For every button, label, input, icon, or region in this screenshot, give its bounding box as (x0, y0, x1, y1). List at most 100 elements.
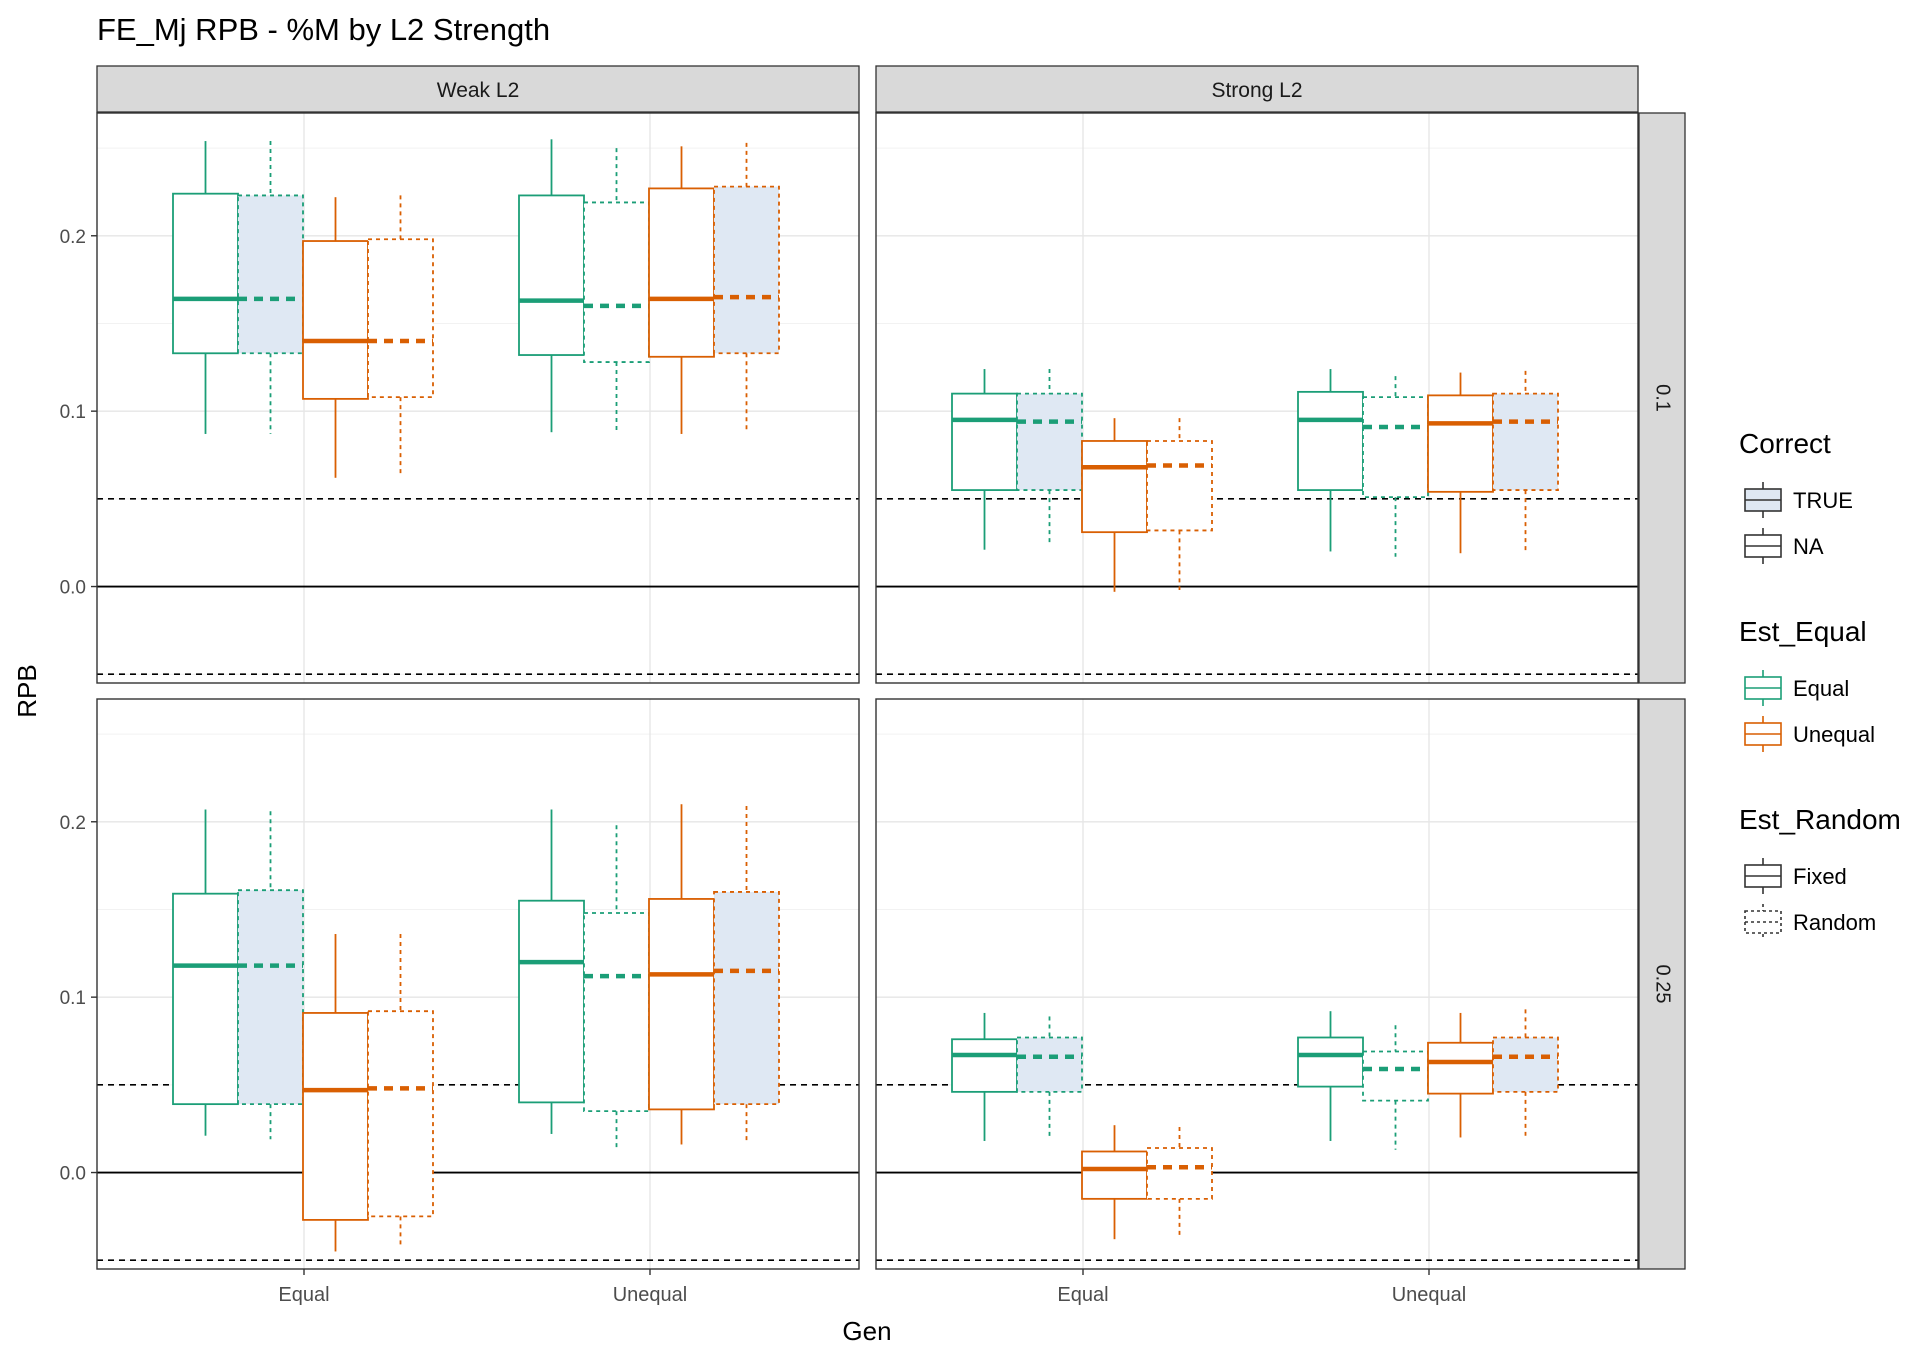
boxplot-unequal-random (367, 195, 434, 477)
box-body (1427, 1041, 1494, 1095)
x-tick-label: Unequal (1392, 1284, 1467, 1306)
facet-strip-1 (96, 65, 860, 113)
box-body (713, 891, 780, 1106)
boxplot-unequal-random (1146, 418, 1213, 591)
box-body (518, 194, 585, 356)
boxplot-unequal-random (713, 805, 780, 1141)
y-tick-label: 0.0 (60, 1164, 86, 1185)
panel-border (875, 112, 1639, 684)
y-axis-title: RPB (12, 664, 42, 717)
box-body (237, 194, 304, 355)
legend-est-random: Est_Random Fixed Random (1739, 804, 1901, 940)
legend-key (1744, 528, 1782, 564)
facet-strip-label: Weak L2 (437, 79, 520, 102)
legend-label: TRUE (1793, 488, 1853, 513)
panel-weak-l2-0_1 (96, 112, 860, 684)
boxplot-unequal-fixed (1427, 372, 1494, 554)
panel-border (96, 112, 860, 684)
box-body (302, 1012, 369, 1221)
box-body (1016, 392, 1083, 491)
x-tick-label: Equal (278, 1284, 329, 1306)
panel-border (96, 698, 860, 1270)
box-body (951, 392, 1018, 491)
boxplot-unequal-fixed (302, 197, 369, 478)
y-tick-label: 0.1 (60, 402, 86, 423)
box-body (1492, 1036, 1559, 1093)
panel-strong-l2-0_25 (875, 698, 1639, 1270)
boxplot-equal-random (583, 825, 650, 1150)
boxplot-equal-fixed (1297, 369, 1364, 552)
boxplot-unequal-fixed (1081, 1125, 1148, 1240)
boxplot-unequal-fixed (1427, 1012, 1494, 1138)
legend-key (1744, 858, 1782, 894)
box-body (1146, 440, 1213, 532)
boxplot-equal-fixed (518, 139, 585, 433)
legend-key (1744, 716, 1782, 752)
boxplot-unequal-random (1492, 370, 1559, 552)
legend-label: Unequal (1793, 722, 1875, 747)
legend-label: Fixed (1793, 864, 1847, 889)
box-body (518, 899, 585, 1104)
boxplot-equal-random (237, 141, 304, 434)
box-body (172, 892, 239, 1106)
facet-row-label: 0.1 (1652, 384, 1674, 412)
boxplot-equal-fixed (518, 809, 585, 1134)
x-tick-label: Equal (1057, 1284, 1108, 1306)
x-axis-title: Gen (842, 1316, 891, 1344)
boxplot-unequal-fixed (302, 934, 369, 1252)
box-body (367, 1010, 434, 1218)
box-body (237, 889, 304, 1106)
legend-key (1744, 904, 1782, 940)
y-tick-label: 0.2 (60, 813, 86, 834)
chart-title: FE_Mj RPB - %M by L2 Strength (97, 12, 550, 47)
boxplot-unequal-random (1146, 1126, 1213, 1236)
boxplot-unequal-fixed (1081, 418, 1148, 592)
legend-est-equal: Est_Equal Equal Unequal (1739, 616, 1875, 752)
box-body (1362, 396, 1429, 498)
box-body (648, 187, 715, 358)
boxplot-equal-fixed (172, 141, 239, 434)
legend-title: Correct (1739, 428, 1831, 459)
boxplot-equal-random (237, 811, 304, 1140)
box-body (1362, 1050, 1429, 1102)
box-body (172, 192, 239, 355)
box-body (713, 185, 780, 355)
facet-row-strip-2 (1638, 698, 1686, 1270)
legend-title: Est_Equal (1739, 616, 1867, 647)
boxplot-equal-random (1016, 369, 1083, 545)
legend-label: Random (1793, 910, 1876, 935)
box-body (583, 201, 650, 363)
box-body (951, 1038, 1018, 1093)
boxplot-equal-fixed (951, 1012, 1018, 1141)
facet-strip-label: Strong L2 (1211, 79, 1302, 102)
boxplot-unequal-random (1492, 1009, 1559, 1136)
box-body (1146, 1147, 1213, 1200)
boxplot-equal-random (1016, 1016, 1083, 1138)
panel-border (875, 698, 1639, 1270)
box-body (1492, 392, 1559, 491)
legend-key (1744, 670, 1782, 706)
panel-strong-l2-0_1 (875, 112, 1639, 684)
boxplot-unequal-fixed (648, 146, 715, 434)
y-tick-label: 0.0 (60, 578, 86, 599)
boxplot-equal-fixed (951, 369, 1018, 550)
boxplot-unequal-fixed (648, 804, 715, 1145)
box-body (302, 240, 369, 400)
box-body (1081, 1150, 1148, 1200)
boxplot-unequal-random (713, 142, 780, 433)
legend-label: NA (1793, 534, 1824, 559)
box-body (1081, 440, 1148, 534)
boxplot-unequal-random (367, 934, 434, 1247)
legend-label: Equal (1793, 676, 1849, 701)
boxplot-equal-random (583, 148, 650, 433)
panel-background (876, 699, 1638, 1269)
box-body (1016, 1036, 1083, 1093)
x-tick-label: Unequal (613, 1284, 688, 1306)
box-body (583, 912, 650, 1113)
box-body (1427, 394, 1494, 493)
legend-key (1744, 482, 1782, 518)
facet-row-strip-1 (1638, 112, 1686, 684)
panel-weak-l2-0_25 (96, 698, 860, 1270)
y-tick-label: 0.1 (60, 988, 86, 1009)
